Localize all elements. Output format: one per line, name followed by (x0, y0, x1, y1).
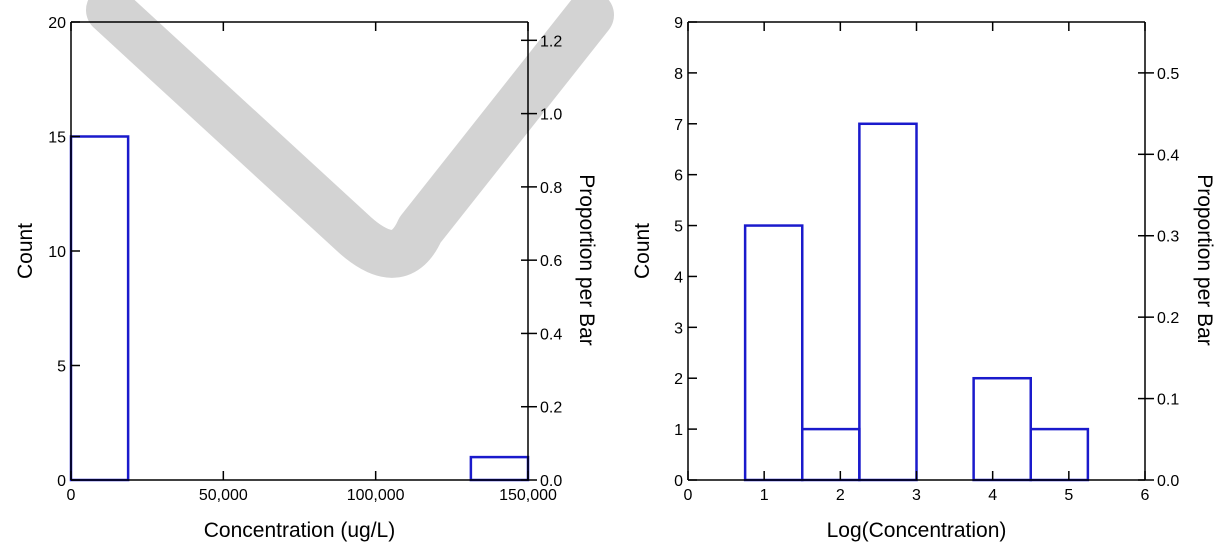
y-tick-label: 9 (674, 15, 683, 32)
y-tick-label: 20 (48, 15, 66, 32)
y2-tick-label: 0.0 (1157, 473, 1179, 490)
y2-tick-label: 0.8 (540, 180, 562, 197)
y-tick-label: 15 (48, 130, 66, 147)
y-axis-title: Count (14, 223, 37, 279)
y2-axis-title: Proportion per Bar (1193, 174, 1215, 346)
x-tick-label: 1 (760, 487, 769, 504)
histogram-bar (858, 122, 918, 482)
y-tick-label: 1 (674, 422, 683, 439)
histogram-bar (972, 376, 1032, 482)
histogram-bar (69, 135, 130, 482)
y2-tick-label: 0.2 (540, 400, 562, 417)
y2-tick-label: 0.5 (1157, 66, 1179, 83)
y2-tick-label: 1.2 (540, 33, 562, 50)
histogram-bar (743, 224, 804, 482)
y-tick-label: 2 (674, 371, 683, 388)
x-tick-label: 0 (684, 487, 693, 504)
x-axis-title: Concentration (ug/L) (204, 519, 395, 542)
y2-tick-label: 1.0 (540, 107, 562, 124)
x-tick-label: 100,000 (347, 487, 405, 504)
y-tick-label: 3 (674, 320, 683, 337)
histogram-bar (801, 427, 861, 482)
y-tick-label: 0 (57, 473, 66, 490)
log-concentration-histogram: 0 1 2 3 4 5 6 0 1 2 3 4 5 6 7 8 9 0.0 0.1 0.2 0.3 0.4 0.5 Log(C… (631, 15, 1215, 542)
y2-tick-label: 0.6 (540, 253, 562, 270)
y2-tick-label: 0.2 (1157, 310, 1179, 327)
concentration-histogram: 0 50,000 100,000 150,000 0 5 10 15 20 0.0 0.2 0.4 0.… (14, 15, 598, 542)
x-tick-label: 5 (1064, 487, 1073, 504)
y-tick-label: 7 (674, 117, 683, 134)
x-tick-label: 2 (836, 487, 845, 504)
x-tick-label: 150,000 (499, 487, 557, 504)
x-axis-title: Log(Concentration) (827, 519, 1007, 542)
x-tick-label: 50,000 (199, 487, 248, 504)
y-tick-label: 4 (674, 269, 683, 286)
y2-axis-title: Proportion per Bar (575, 174, 598, 346)
y-tick-label: 5 (57, 359, 66, 376)
watermark-shape (86, 0, 614, 278)
y-tick-label: 6 (674, 168, 683, 185)
y-tick-label: 10 (48, 244, 66, 261)
y2-tick-label: 0.3 (1157, 229, 1179, 246)
y-tick-label: 5 (674, 219, 683, 236)
x-tick-label: 0 (67, 487, 76, 504)
x-tick-label: 3 (912, 487, 921, 504)
y2-tick-label: 0.4 (540, 326, 562, 343)
y-axis-title: Count (631, 223, 654, 279)
y-tick-label: 8 (674, 66, 683, 83)
y2-tick-label: 0.1 (1157, 392, 1179, 409)
x-tick-label: 4 (988, 487, 997, 504)
y2-tick-label: 0.0 (540, 473, 562, 490)
y-tick-label: 0 (674, 473, 683, 490)
histogram-bar (1029, 427, 1090, 482)
histogram-bar (469, 455, 530, 482)
y2-tick-label: 0.4 (1157, 147, 1179, 164)
x-tick-label: 6 (1141, 487, 1150, 504)
